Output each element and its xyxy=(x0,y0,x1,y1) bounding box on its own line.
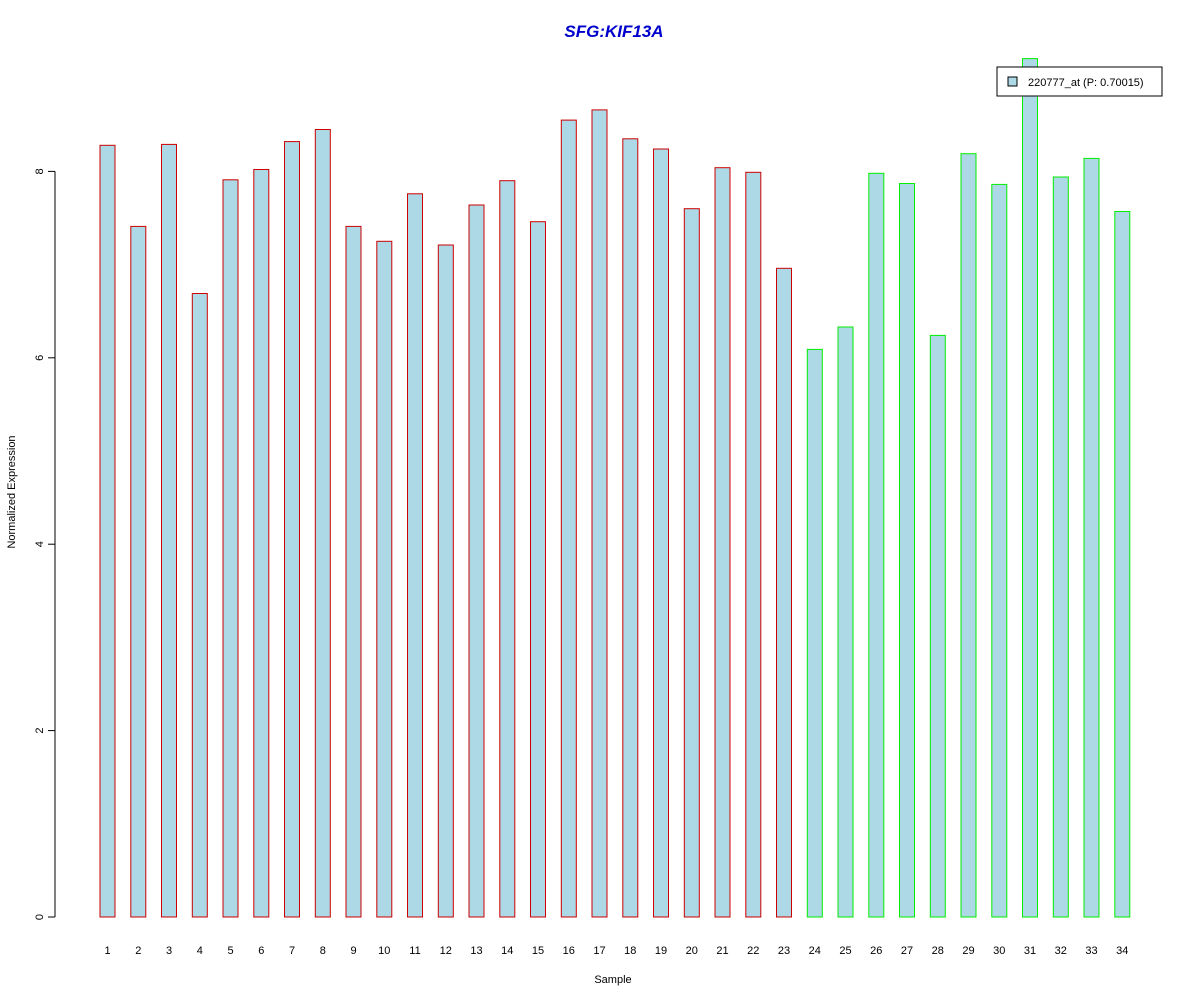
bar-sample-16 xyxy=(560,119,577,918)
bar-sample-30 xyxy=(991,183,1008,918)
x-tick-label: 7 xyxy=(289,945,295,957)
bar-sample-9 xyxy=(345,225,362,918)
bar-sample-27 xyxy=(899,183,915,918)
x-axis-label: Sample xyxy=(594,974,631,986)
x-tick-label: 24 xyxy=(809,945,821,957)
bar-sample-26 xyxy=(868,172,885,918)
x-tick-label: 3 xyxy=(166,945,172,957)
y-axis: 0 2 4 6 8 xyxy=(34,168,56,920)
chart-title: SFG:KIF13A xyxy=(564,22,663,41)
legend-box xyxy=(996,66,1163,97)
bars-layer xyxy=(99,58,1131,918)
x-tick-label: 34 xyxy=(1116,945,1128,957)
legend-swatch xyxy=(1007,76,1018,87)
x-tick-label: 9 xyxy=(350,945,356,957)
x-tick-label: 27 xyxy=(901,945,913,957)
legend: 220777_at (P: 0.70015) xyxy=(996,66,1163,97)
x-tick-label: 29 xyxy=(962,945,974,957)
bar-sample-19 xyxy=(653,148,669,918)
y-tick-label: 8 xyxy=(34,168,46,174)
bar-sample-6 xyxy=(253,169,270,918)
bar-sample-29 xyxy=(960,153,977,918)
x-tick-label: 5 xyxy=(227,945,233,957)
x-axis: 1 2 3 4 5 6 7 8 9 10 11 12 13 14 15 16 17 18 19 20 21 22 23 24 2… xyxy=(104,945,1128,957)
bar-sample-25 xyxy=(837,326,854,918)
x-tick-label: 20 xyxy=(686,945,698,957)
x-tick-label: 31 xyxy=(1024,945,1036,957)
x-tick-label: 16 xyxy=(563,945,575,957)
bar-sample-13 xyxy=(468,204,485,918)
bar-sample-17 xyxy=(591,109,608,918)
x-tick-label: 4 xyxy=(197,945,203,957)
bar-sample-22 xyxy=(745,171,762,918)
x-tick-label: 23 xyxy=(778,945,790,957)
bar-sample-4 xyxy=(191,293,208,918)
bar-sample-34 xyxy=(1114,211,1131,918)
x-tick-label: 10 xyxy=(378,945,390,957)
x-tick-label: 25 xyxy=(839,945,851,957)
x-tick-label: 1 xyxy=(104,945,110,957)
x-tick-label: 8 xyxy=(320,945,326,957)
bar-sample-24 xyxy=(806,348,823,918)
legend-label: 220777_at (P: 0.70015) xyxy=(1028,77,1144,89)
bar-sample-15 xyxy=(530,221,546,918)
bar-sample-7 xyxy=(284,141,300,918)
bar-sample-31 xyxy=(1022,58,1038,918)
bar-sample-1 xyxy=(99,144,116,918)
bar-sample-23 xyxy=(776,267,792,918)
bar-sample-18 xyxy=(622,138,639,918)
bar-sample-5 xyxy=(222,179,239,918)
y-tick-label: 6 xyxy=(34,355,46,361)
y-tick-label: 0 xyxy=(34,914,46,920)
x-tick-label: 18 xyxy=(624,945,636,957)
x-tick-label: 12 xyxy=(440,945,452,957)
bar-sample-32 xyxy=(1052,176,1069,918)
bar-sample-28 xyxy=(929,334,946,918)
x-tick-label: 2 xyxy=(135,945,141,957)
x-tick-label: 28 xyxy=(932,945,944,957)
x-tick-label: 21 xyxy=(716,945,728,957)
x-tick-label: 19 xyxy=(655,945,667,957)
x-tick-label: 13 xyxy=(470,945,482,957)
x-tick-label: 11 xyxy=(409,945,420,957)
bar-sample-12 xyxy=(437,244,454,918)
bar-sample-11 xyxy=(407,193,423,918)
bar-sample-8 xyxy=(314,129,331,918)
x-tick-label: 15 xyxy=(532,945,544,957)
x-tick-label: 14 xyxy=(501,945,513,957)
y-axis-label: Normalized Expression xyxy=(6,435,18,548)
bar-sample-2 xyxy=(130,225,147,918)
bar-sample-3 xyxy=(161,143,177,918)
x-tick-label: 17 xyxy=(593,945,605,957)
bar-sample-14 xyxy=(499,180,516,918)
x-tick-label: 6 xyxy=(258,945,264,957)
x-tick-label: 30 xyxy=(993,945,1005,957)
bar-sample-21 xyxy=(714,167,731,918)
y-tick-label: 2 xyxy=(34,728,46,734)
x-tick-label: 26 xyxy=(870,945,882,957)
x-tick-label: 22 xyxy=(747,945,759,957)
x-tick-label: 32 xyxy=(1055,945,1067,957)
y-tick-label: 4 xyxy=(34,541,46,547)
bar-sample-10 xyxy=(376,240,393,918)
bar-sample-33 xyxy=(1083,157,1100,918)
x-tick-label: 33 xyxy=(1085,945,1097,957)
bar-sample-20 xyxy=(683,208,700,918)
